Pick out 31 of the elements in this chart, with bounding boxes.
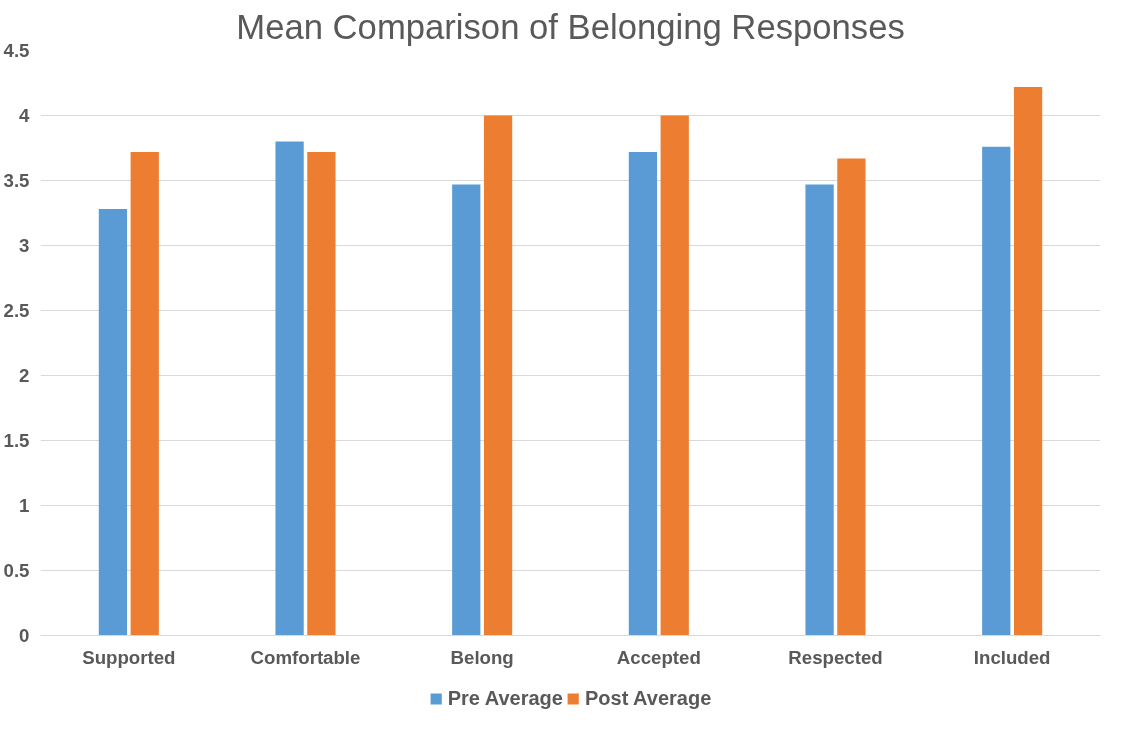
legend-label: Post Average [584,686,712,710]
bar [98,209,128,636]
bar [628,151,658,636]
y-tick-label: 0.5 [3,560,30,581]
legend-label: Pre Average [447,686,563,710]
bar [130,151,159,636]
bar [660,115,689,636]
x-tick-label: Accepted [616,646,701,668]
y-tick-label: 4 [19,105,31,126]
bar [452,184,481,636]
bar [1013,86,1043,636]
y-tick-label: 3.5 [3,170,30,191]
bar [982,146,1011,636]
x-tick-label: Belong [450,646,514,668]
x-tick-label: Supported [82,646,176,668]
bar [837,158,866,636]
x-tick-label: Comfortable [250,646,361,668]
y-tick-label: 2.5 [3,300,30,321]
y-tick-label: 1.5 [3,430,30,451]
x-tick-label: Included [973,646,1051,668]
y-tick-label: 0 [19,625,30,646]
bar [275,141,304,636]
bar [307,151,336,636]
bar [483,115,513,636]
y-tick-label: 3 [19,235,30,256]
bar [805,184,834,636]
chart-title: Mean Comparison of Belonging Responses [236,7,905,46]
y-tick-label: 2 [19,365,30,386]
y-tick-label: 1 [19,495,30,516]
y-tick-label: 4.5 [3,40,30,61]
x-tick-label: Respected [788,646,883,668]
